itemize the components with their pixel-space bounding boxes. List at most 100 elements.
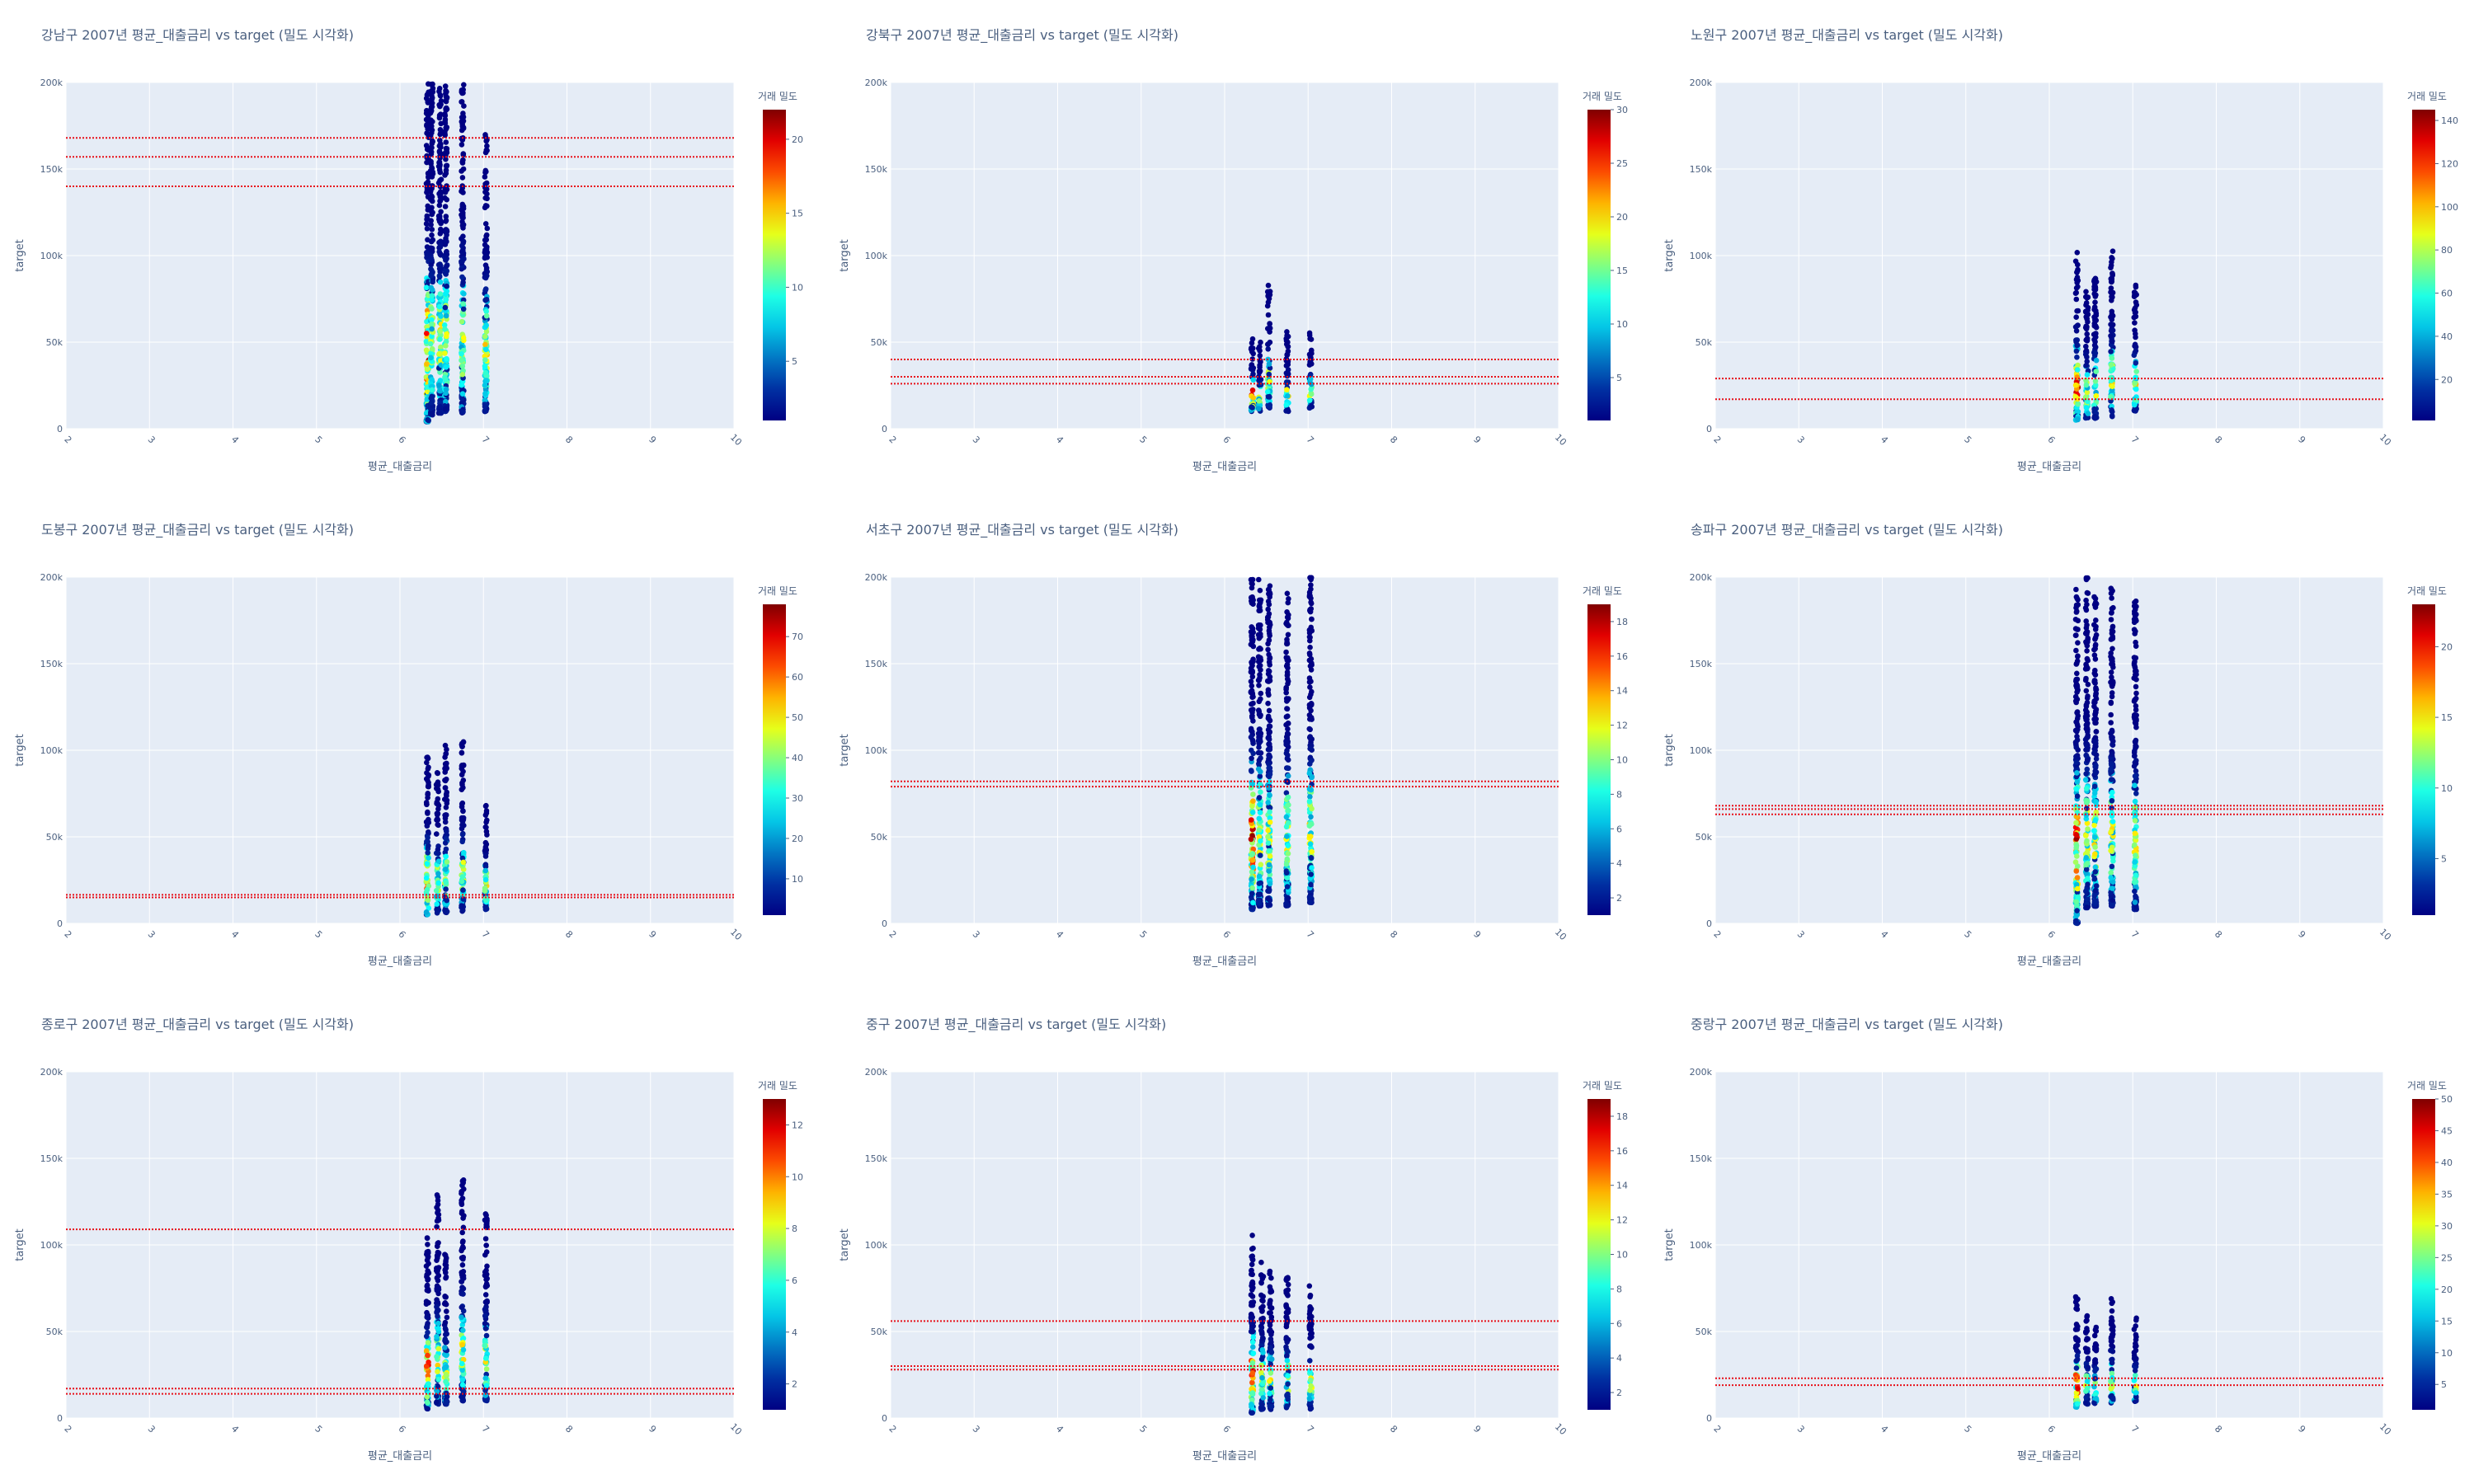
- scatter-point: [1258, 1327, 1264, 1334]
- scatter-point: [1249, 1279, 1256, 1285]
- scatter-point: [1308, 336, 1315, 342]
- x-tick-label: 4: [1879, 928, 1890, 940]
- scatter-point: [1250, 1284, 1256, 1291]
- scatter-point: [1283, 696, 1290, 702]
- scatter-point: [425, 766, 431, 772]
- scatter-point: [434, 1399, 440, 1405]
- x-tick-label: 2: [887, 434, 898, 445]
- x-tick-label: 5: [313, 1423, 324, 1435]
- scatter-point: [1306, 712, 1313, 718]
- scatter-point: [2093, 763, 2099, 768]
- scatter-point: [2073, 845, 2079, 851]
- scatter-point: [1284, 387, 1290, 393]
- scatter-point: [2084, 849, 2091, 855]
- y-tick-label: 200k: [40, 77, 63, 88]
- scatter-point: [2109, 805, 2114, 811]
- scatter-point: [2073, 759, 2080, 766]
- scatter-point: [430, 81, 435, 87]
- scatter-point: [1249, 869, 1255, 875]
- scatter-point: [2109, 623, 2116, 630]
- scatter-point: [1308, 707, 1314, 714]
- scatter-point: [1258, 622, 1263, 628]
- scatter-point: [2091, 716, 2097, 722]
- scatter-point: [2073, 819, 2079, 826]
- scatter-point: [444, 228, 450, 235]
- scatter-point: [2085, 636, 2091, 642]
- scatter-point: [1285, 407, 1291, 414]
- colorbar-tick-label: 30: [1616, 105, 1628, 115]
- scatter-point: [482, 254, 488, 260]
- colorbar-tick-label: 20: [2441, 374, 2453, 385]
- colorbar-tick-label: 12: [792, 1120, 803, 1130]
- scatter-point: [482, 132, 488, 138]
- scatter-point: [2109, 751, 2115, 758]
- y-tick-label: 0: [1706, 918, 1712, 929]
- scatter-point: [1284, 669, 1291, 675]
- scatter-point: [1283, 649, 1289, 655]
- scatter-point: [424, 397, 430, 402]
- scatter-point: [2108, 322, 2114, 327]
- scatter-point: [1309, 805, 1315, 812]
- scatter-point: [1249, 668, 1255, 674]
- x-tick-label: 4: [1054, 928, 1065, 940]
- scatter-point: [459, 1244, 466, 1250]
- scatter-point: [2132, 899, 2138, 905]
- scatter-point: [1258, 597, 1264, 603]
- scatter-point: [2091, 828, 2097, 834]
- scatter-point: [429, 227, 435, 232]
- scatter-point: [2109, 762, 2114, 768]
- colorbar-title: 거래 밀도: [1583, 585, 1622, 597]
- colorbar-tick-label: 8: [1616, 789, 1622, 800]
- scatter-point: [1283, 621, 1289, 627]
- scatter-point: [424, 1282, 430, 1289]
- scatter-point: [444, 163, 449, 169]
- scatter-point: [2072, 290, 2079, 297]
- scatter-point: [482, 1375, 489, 1382]
- scatter-point: [482, 888, 488, 894]
- chart-svg: 강남구 2007년 평균_대출금리 vs target (밀도 시각화)050k…: [14, 27, 803, 473]
- scatter-point: [483, 328, 490, 335]
- colorbar-tick-label: 8: [792, 1223, 797, 1234]
- scatter-point: [2108, 617, 2114, 622]
- scatter-point: [2093, 708, 2099, 714]
- scatter-point: [2109, 789, 2115, 796]
- scatter-point: [1259, 1402, 1265, 1407]
- colorbar-tick-label: 60: [2441, 289, 2453, 299]
- y-tick-label: 100k: [865, 1240, 888, 1251]
- scatter-point: [1284, 1358, 1291, 1364]
- scatter-point: [1309, 848, 1315, 855]
- scatter-point: [429, 317, 435, 323]
- scatter-point: [1249, 585, 1255, 591]
- scatter-point: [2084, 295, 2090, 301]
- scatter-point: [1307, 899, 1314, 905]
- y-axis-label: target: [839, 734, 851, 767]
- scatter-point: [1249, 1261, 1255, 1267]
- scatter-point: [1256, 744, 1262, 750]
- scatter-point: [1256, 795, 1263, 801]
- chart-svg: 강북구 2007년 평균_대출금리 vs target (밀도 시각화)050k…: [839, 27, 1628, 473]
- scatter-point: [442, 742, 449, 749]
- scatter-point: [2084, 820, 2091, 826]
- scatter-point: [483, 1332, 490, 1339]
- scatter-point: [1309, 774, 1315, 781]
- scatter-point: [2093, 752, 2100, 758]
- scatter-point: [443, 145, 449, 152]
- scatter-point: [2082, 707, 2089, 713]
- scatter-point: [1256, 603, 1263, 609]
- scatter-point: [2085, 881, 2091, 887]
- scatter-point: [2093, 756, 2100, 762]
- scatter-point: [426, 905, 432, 911]
- scatter-point: [2109, 693, 2115, 700]
- scatter-point: [1259, 1316, 1266, 1322]
- scatter-point: [2072, 693, 2079, 700]
- scatter-point: [429, 144, 435, 151]
- scatter-point: [2109, 646, 2115, 652]
- scatter-point: [1265, 646, 1271, 653]
- scatter-point: [2091, 783, 2098, 789]
- scatter-point: [2075, 863, 2081, 869]
- y-tick-label: 150k: [865, 164, 888, 175]
- scatter-point: [442, 131, 448, 137]
- scatter-point: [427, 89, 434, 95]
- scatter-point: [424, 1324, 430, 1331]
- scatter-point: [1285, 731, 1291, 737]
